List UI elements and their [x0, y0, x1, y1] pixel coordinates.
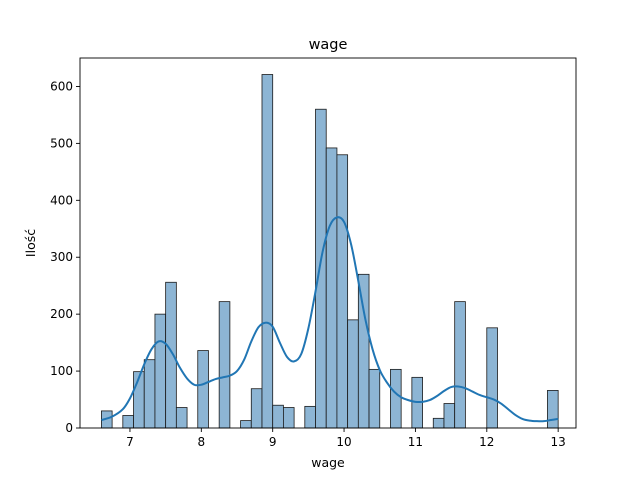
x-tick-label: 10	[336, 435, 351, 449]
y-tick-label: 500	[50, 136, 73, 150]
histogram-bar	[432, 417, 445, 429]
x-tick-label: 9	[269, 435, 277, 449]
y-axis-ticks: 0 100 200 300 400 500 600	[50, 79, 80, 435]
x-tick-label: 11	[408, 435, 423, 449]
histogram-bar	[165, 281, 177, 429]
x-tick-label: 12	[479, 435, 494, 449]
histogram-bar	[250, 388, 263, 429]
y-tick-label: 0	[65, 421, 73, 435]
x-axis-label: wage	[311, 455, 345, 470]
x-tick-label: 13	[551, 435, 566, 449]
y-tick-label: 200	[50, 307, 73, 321]
y-tick-label: 600	[50, 79, 73, 93]
y-tick-label: 300	[50, 250, 73, 264]
histogram-bar	[240, 420, 252, 429]
histogram-bar	[336, 154, 349, 429]
histogram-bar	[357, 273, 370, 429]
histogram-bar	[325, 147, 338, 429]
x-tick-label: 8	[198, 435, 206, 449]
histogram-bar	[154, 313, 167, 429]
histogram-bar	[368, 368, 381, 429]
histogram-bar	[282, 407, 295, 429]
y-tick-label: 400	[50, 193, 73, 207]
histogram-bar	[218, 301, 231, 429]
x-axis-ticks: 7 8 9 10 11 12 13	[126, 428, 566, 449]
x-tick-label: 7	[126, 435, 134, 449]
histogram-bar	[390, 368, 402, 429]
histogram-bar	[547, 390, 559, 429]
histogram-bar	[486, 327, 498, 429]
histogram-bar	[315, 108, 327, 429]
histogram-bar	[272, 404, 284, 429]
histogram-bar	[175, 407, 188, 429]
histogram-bar	[443, 403, 456, 429]
histogram-bar	[347, 319, 359, 429]
histogram-bar	[122, 415, 134, 429]
histogram-bars	[101, 74, 559, 429]
y-tick-label: 100	[50, 364, 73, 378]
plot-frame	[79, 57, 577, 429]
histogram-bar	[143, 359, 156, 429]
kde-curve	[101, 216, 559, 423]
y-axis-label: Ilość	[23, 229, 38, 257]
chart-title: wage	[309, 37, 348, 53]
histogram-bar	[197, 350, 209, 429]
histogram-bar	[261, 74, 274, 429]
histogram-bar	[304, 405, 316, 429]
histogram-bar	[454, 301, 466, 429]
